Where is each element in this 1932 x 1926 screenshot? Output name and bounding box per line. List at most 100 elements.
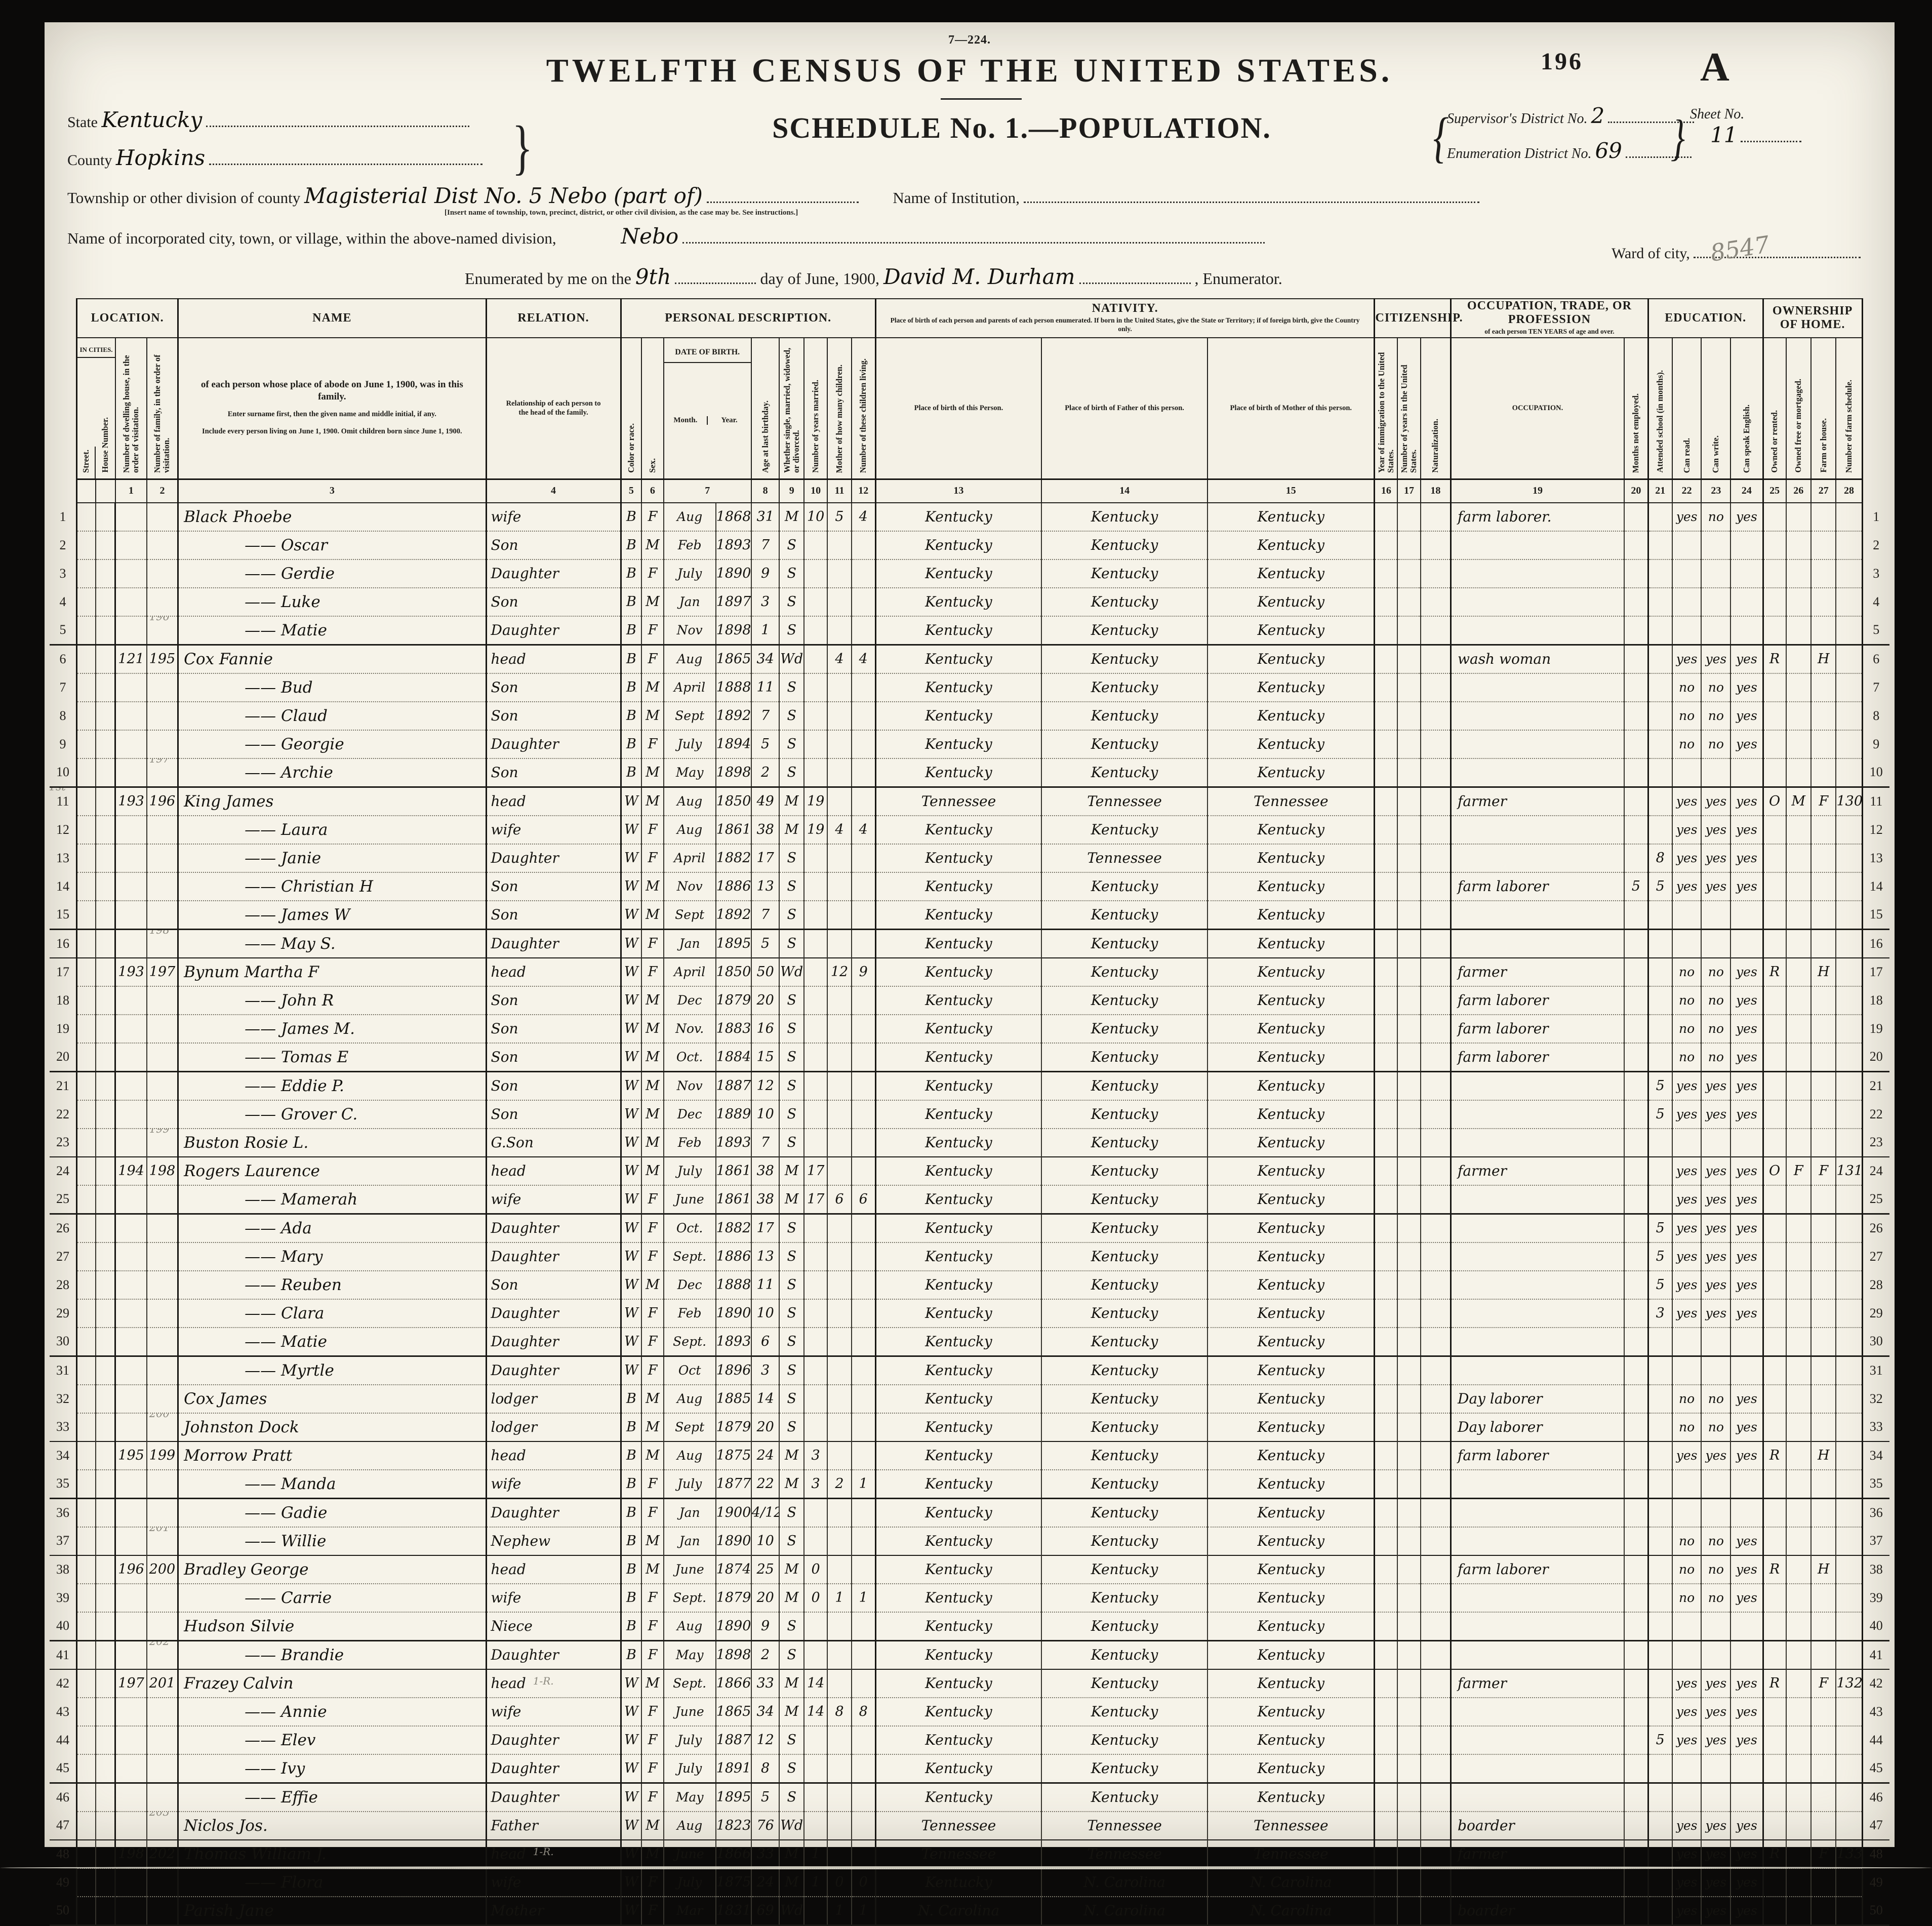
cell-sex: M [641,1014,664,1044]
col-read-label: Can read. [1671,337,1702,480]
relation-value: Son [491,764,518,781]
color-value: B [626,1419,636,1435]
cell-years-married: 14 [803,1697,828,1727]
mother-birthplace-value: Kentucky [1257,1134,1325,1151]
cell-birthplace: Kentucky [874,758,1042,788]
cell-children-living [851,1042,876,1072]
cell-immigration-year [1374,1156,1398,1186]
row-number-right: 31 [1861,1356,1889,1385]
cell-children-living [851,1128,876,1157]
cell-birth-year: 1861 [715,1185,751,1215]
occupation-value: farm laborer [1458,1049,1549,1066]
cell-years-married [803,1242,828,1271]
years-married-value: 17 [807,1163,825,1179]
color-value: B [626,679,636,696]
can-speak-english-value: yes [1736,509,1757,525]
cell-can-read: no [1671,1413,1702,1442]
color-value: B [626,765,636,781]
can-read-value: no [1679,1420,1695,1435]
row-number-left: 10 [50,758,77,788]
cell-children-living [851,1384,876,1414]
cell-relation: Son [485,900,621,930]
cell-owned-or-rented [1762,1811,1786,1840]
mother-of-label-text: Mother of how many children. [834,364,844,473]
color-value: W [624,822,638,838]
cell-birth-year: 1823 [715,1811,751,1840]
birth-month-value: Feb [677,538,702,553]
cell-father-birthplace: Kentucky [1041,1697,1208,1727]
cell-months-not-employed [1623,644,1648,674]
marital-status-value: S [787,1362,796,1379]
cell-can-write [1701,559,1731,588]
cell-children-living [851,1156,876,1186]
cell-can-read: no [1671,986,1702,1015]
cell-name: —— Tomas E [177,1042,487,1072]
cell-immigration-year [1374,1783,1398,1812]
cell-dwelling-number [114,1214,147,1243]
can-write-value: yes [1705,1875,1727,1890]
enumeration-district-label: Enumeration District No. [1447,146,1592,162]
cell-immigration-year [1374,1697,1398,1727]
marital-status-value: S [787,1647,796,1663]
marital-status-value: S [787,1789,796,1805]
cell-color: W [620,986,642,1015]
sex-value: F [648,1476,658,1492]
marital-status-value: S [787,1419,796,1435]
birthplace-value: Kentucky [925,679,992,696]
can-speak-english-value: yes [1736,1676,1757,1691]
cell-farm-schedule [1835,986,1863,1015]
cell-mother-of-children: 12 [827,957,852,987]
cell-birth-month: July [663,1726,716,1755]
page-title: TWELFTH CENSUS OF THE UNITED STATES. [546,52,1393,89]
cell-color: B [620,531,642,560]
cell-father-birthplace: N. Carolina [1041,1868,1208,1897]
color-value: W [624,1846,638,1862]
cell-naturalization [1420,957,1451,987]
cell-family-number [146,1896,178,1926]
relation-value: wife [491,1703,521,1720]
cell-house-number [95,673,115,702]
cell-attended-school: 3 [1647,1299,1672,1328]
cell-naturalization [1420,1071,1451,1101]
row-number-right: 50 [1861,1896,1889,1926]
cell-name: Morrow Pratt [177,1440,487,1470]
sex-value: F [648,1220,658,1236]
dwelling-number-value: 198 [118,1846,144,1862]
cell-months-not-employed [1623,1214,1648,1243]
township-footnote: [Insert name of township, town, precinct… [445,209,798,217]
row-number-right: 47 [1861,1811,1889,1840]
birthplace-value: Kentucky [925,1191,992,1208]
cell-years-married [803,1640,828,1670]
cell-can-speak-english: yes [1730,1811,1763,1840]
birthplace-value: Kentucky [925,1419,992,1436]
cell-family-number [146,844,178,873]
birthplace-value: Kentucky [925,1390,992,1408]
father-birthplace-value: Kentucky [1091,1760,1158,1777]
cell-occupation [1450,1498,1624,1528]
cell-years-in-us [1397,1299,1421,1328]
cell-can-write: no [1701,502,1731,532]
table-row: 22 —— Grover C. Son W M Dec 1889 10 S Kentucky Ken… [50,1100,1889,1129]
cell-years-in-us [1397,1697,1421,1727]
cell-house-number [95,758,115,788]
col-owned-label: Owned or rented. [1762,337,1787,480]
family-number-value: 199 [149,1448,176,1464]
cell-father-birthplace: Kentucky [1041,730,1208,759]
attended-school-value: 5 [1656,1106,1665,1122]
cell-can-write: no [1701,701,1731,731]
row-number-right: 10 [1861,758,1889,788]
attended-school-value: 5 [1656,1277,1665,1293]
row-number-left: 36 [56,1505,70,1520]
cell-birth-month: Nov [663,1071,716,1101]
cell-sex: F [641,1868,664,1897]
age-value: 9 [761,566,770,582]
cell-can-speak-english: yes [1730,1726,1763,1755]
cell-birth-month: April [663,844,716,873]
color-value: W [624,1334,638,1350]
row-number-right: 15 [1861,900,1889,930]
cell-can-write: yes [1701,786,1731,816]
name-value: —— Myrtle [245,1361,334,1380]
cell-can-write: yes [1701,1185,1731,1215]
cell-can-write: no [1701,1583,1731,1613]
cell-mother-birthplace: Kentucky [1207,1014,1375,1044]
